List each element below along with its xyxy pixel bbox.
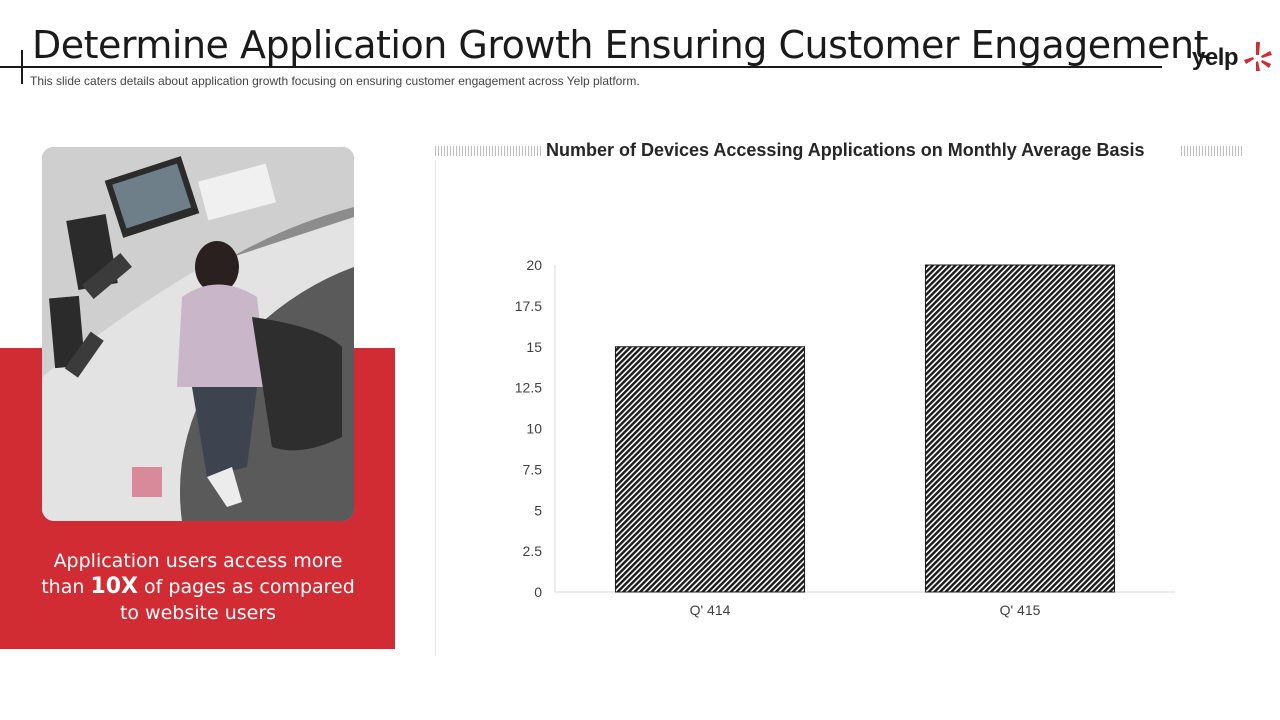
y-tick-label: 7.5 [523,461,543,477]
office-photo-image [42,147,354,521]
highlight-caption: Application users access more than 10X o… [22,548,374,626]
title-accent-tick [21,50,23,84]
chart-divider [435,160,436,656]
x-tick-label: Q' 415 [1000,602,1041,618]
caption-line-2: than 10X of pages as compared [22,574,374,600]
chart-title-decoration [435,138,1243,164]
y-tick-label: 0 [534,584,542,600]
caption-line-3: to website users [119,602,277,624]
page-subtitle: This slide caters details about applicat… [30,74,640,88]
title-underline [0,66,1162,68]
y-tick-label: 2.5 [523,543,543,559]
y-tick-label: 17.5 [515,298,542,314]
title-hatch-right [1181,146,1243,156]
bar [924,264,1116,593]
chart-title: Number of Devices Accessing Applications… [546,140,1145,160]
caption-post: of pages as compared [138,576,355,598]
caption-pre: than [41,576,91,598]
x-tick-label: Q' 414 [690,602,731,618]
caption-line-1: Application users access more [53,550,343,572]
yelp-logo: yelp [1190,38,1272,76]
y-tick-label: 5 [534,502,542,518]
bar [614,346,806,593]
y-tick-label: 15 [526,339,542,355]
caption-highlight: 10X [90,574,138,599]
yelp-burst-icon [1244,42,1272,71]
y-tick-label: 20 [526,257,542,273]
page-title: Determine Application Growth Ensuring Cu… [32,23,1209,67]
y-tick-label: 10 [526,421,542,437]
y-tick-label: 12.5 [515,380,542,396]
title-hatch-left [435,146,541,156]
logo-text: yelp [1192,44,1239,71]
office-photo-illustration [42,147,354,521]
bar-chart: 0 2.5 5 7.5 10 12.5 15 17.5 20 Q' 414 Q' 415 [515,257,1175,618]
